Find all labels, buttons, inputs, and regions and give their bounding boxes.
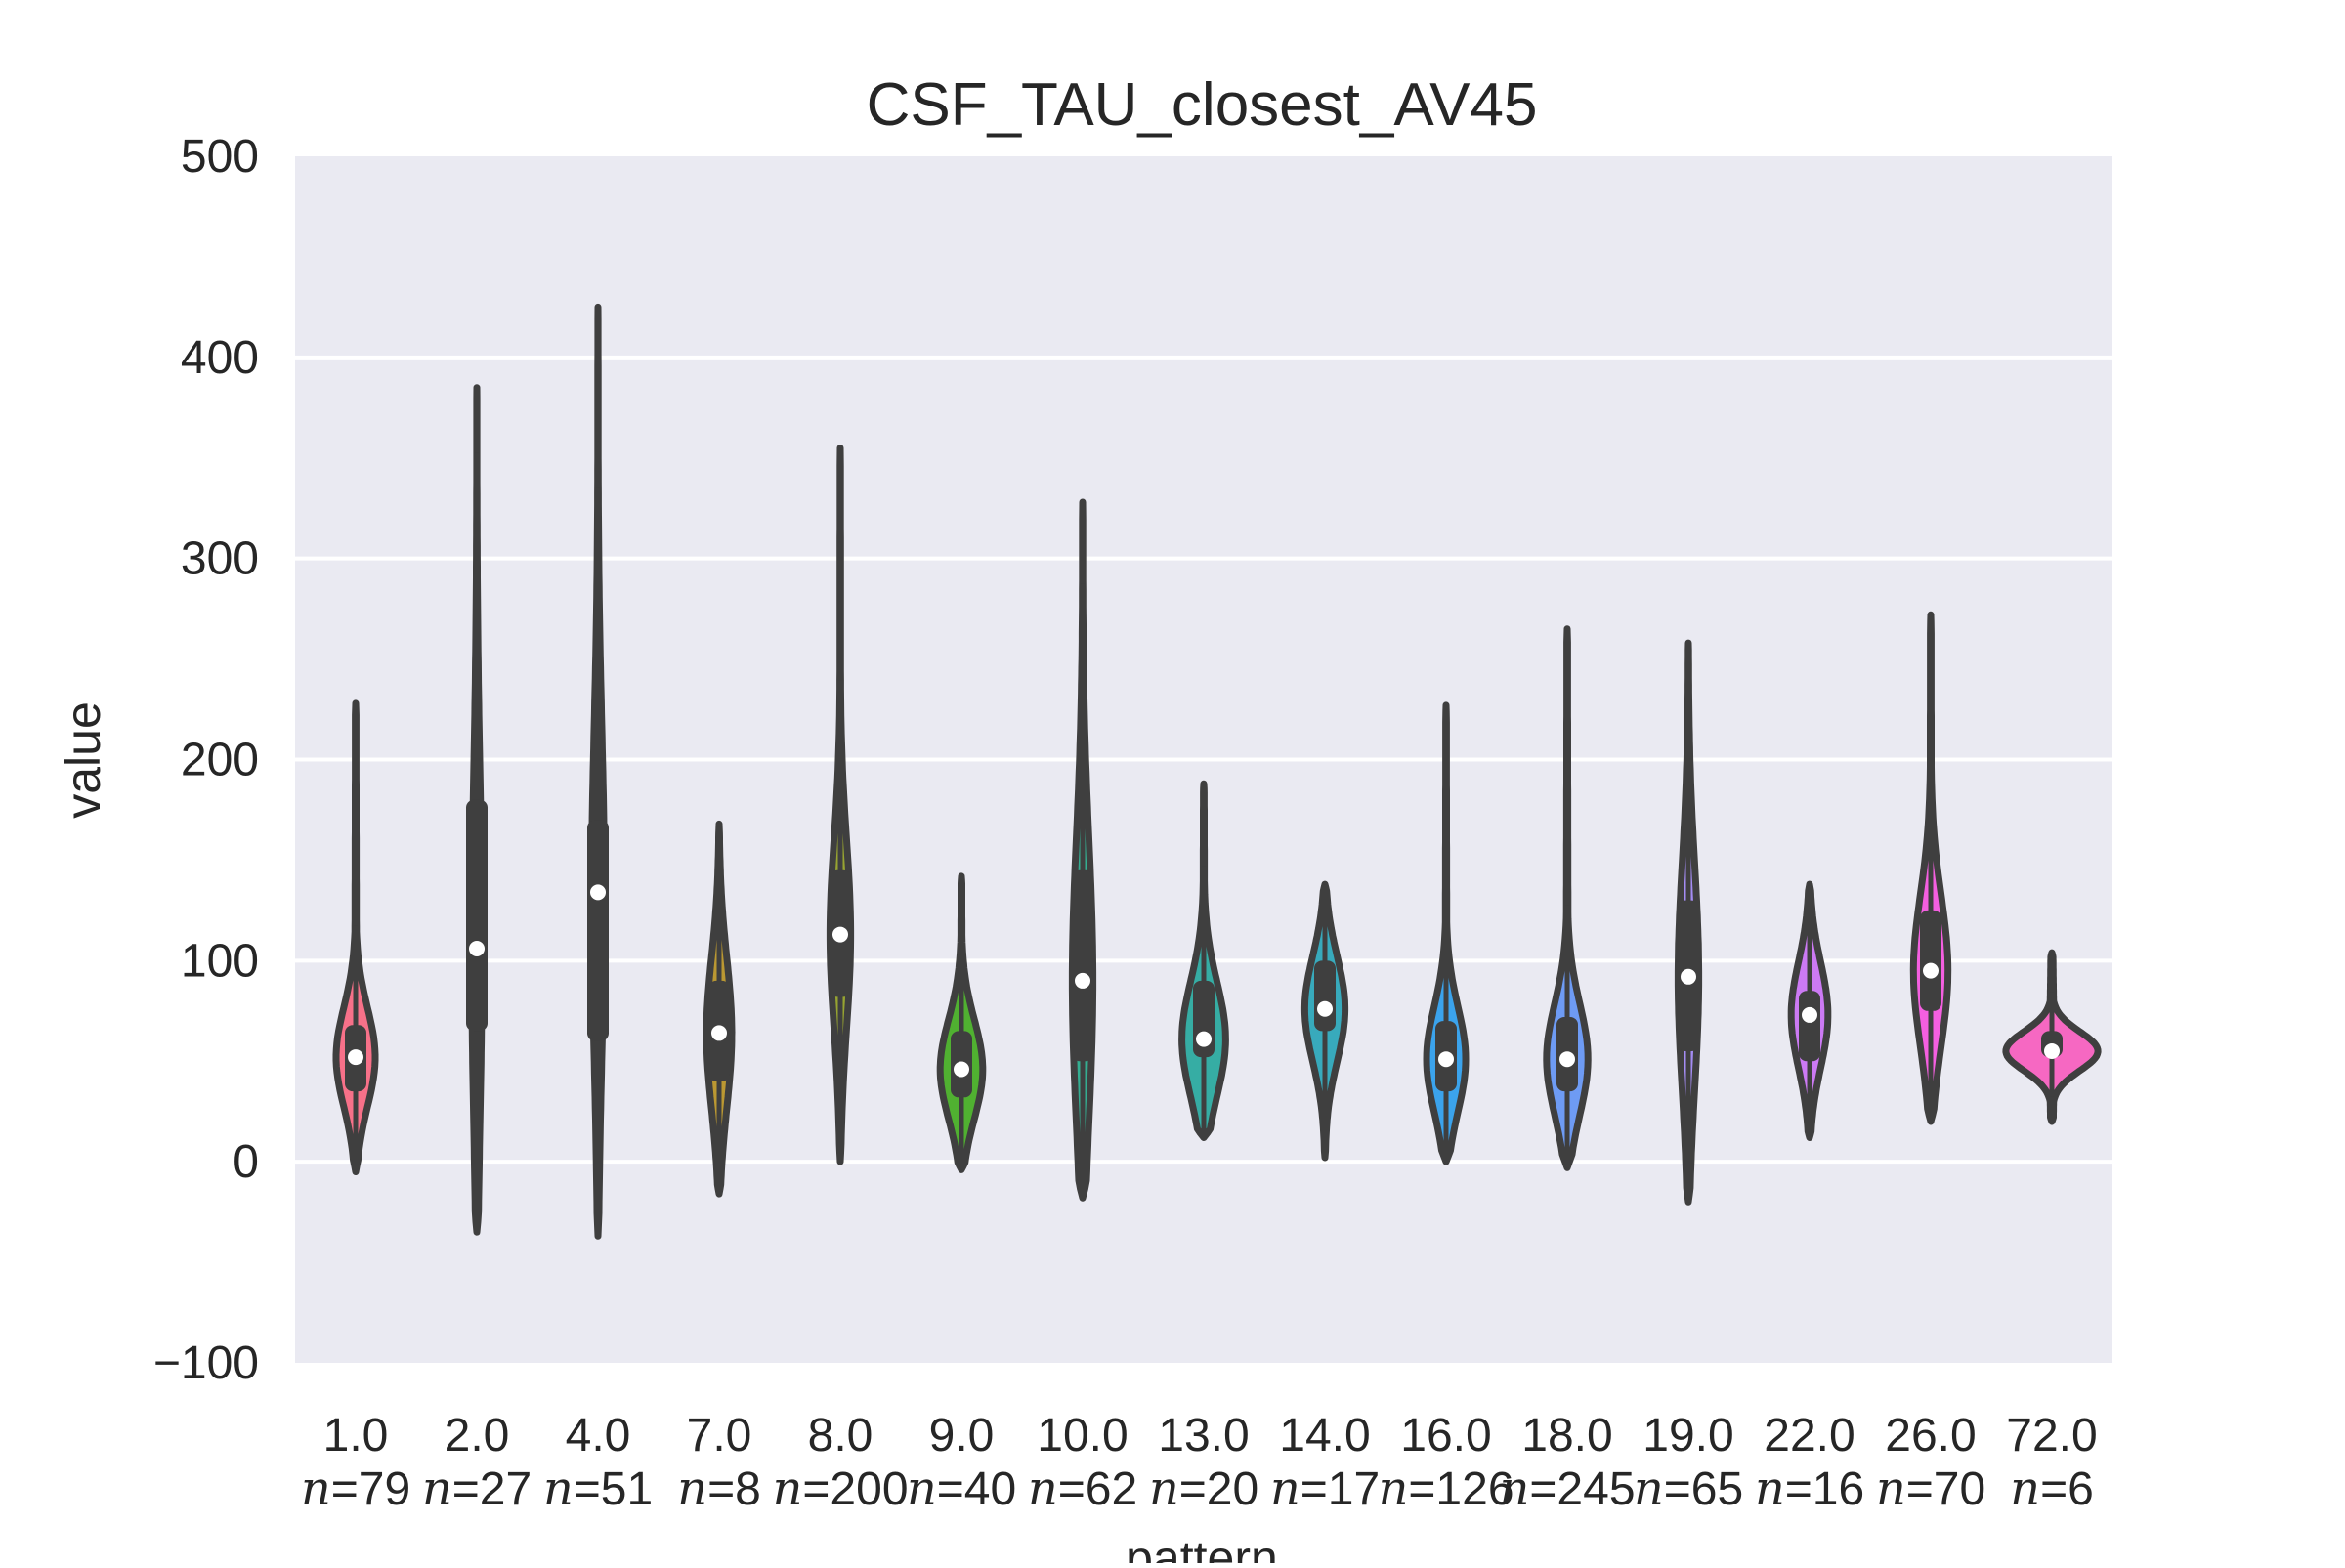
y-tick-label: 500	[181, 131, 259, 183]
median-point	[1075, 972, 1090, 989]
y-axis-label: value	[56, 701, 110, 819]
x-tick-label: 7.0	[687, 1410, 752, 1462]
x-tick-count-label: n=126	[1378, 1462, 1514, 1516]
x-tick-count-label: n=17	[1270, 1462, 1380, 1516]
violin-2.0	[466, 384, 488, 1236]
median-point	[1802, 1006, 1817, 1023]
x-tick-label: 13.0	[1158, 1410, 1249, 1462]
median-point	[1317, 1000, 1333, 1017]
median-point	[1559, 1051, 1575, 1068]
iqr-box	[1920, 910, 1941, 1011]
median-point	[832, 926, 848, 943]
y-tick-label: 400	[181, 332, 259, 384]
violin-9.0	[936, 872, 987, 1173]
y-tick-labels: −100 0 100 200 300 400 500	[153, 131, 259, 1389]
x-tick-label: 10.0	[1037, 1410, 1128, 1462]
median-point	[469, 940, 485, 956]
violin-19.0	[1674, 639, 1703, 1206]
median-point	[1923, 962, 1939, 979]
violin-22.0	[1787, 880, 1832, 1141]
median-point	[954, 1061, 969, 1078]
x-tick-label: 18.0	[1521, 1410, 1612, 1462]
x-tick-count-label: n=200	[772, 1462, 908, 1516]
violins	[332, 303, 2102, 1240]
x-tick-count-label: n=8	[677, 1462, 761, 1516]
x-tick-label: 26.0	[1885, 1410, 1976, 1462]
iqr-box	[466, 799, 488, 1032]
x-tick-labels: 1.0n=792.0n=274.0n=517.0n=88.0n=2009.0n=…	[301, 1410, 2098, 1516]
violin-18.0	[1543, 625, 1592, 1171]
median-point	[1196, 1031, 1212, 1047]
median-point	[348, 1049, 363, 1066]
x-tick-count-label: n=70	[1876, 1462, 1985, 1516]
iqr-box	[587, 820, 609, 1041]
violin-72.0	[2002, 949, 2102, 1125]
x-tick-count-label: n=20	[1149, 1462, 1258, 1516]
iqr-box	[1799, 991, 1820, 1062]
violin-7.0	[703, 820, 736, 1198]
violin-1.0	[332, 699, 379, 1175]
x-tick-count-label: n=6	[2010, 1462, 2094, 1516]
x-axis-label: pattern	[1126, 1531, 1278, 1563]
y-tick-label: −100	[153, 1337, 259, 1389]
violin-14.0	[1300, 880, 1349, 1162]
iqr-box	[1072, 869, 1093, 1062]
x-tick-label: 1.0	[323, 1410, 389, 1462]
x-tick-label: 16.0	[1400, 1410, 1491, 1462]
x-tick-count-label: n=40	[907, 1462, 1016, 1516]
violin-13.0	[1178, 780, 1229, 1141]
y-tick-label: 0	[233, 1136, 259, 1188]
median-point	[1438, 1051, 1454, 1068]
violin-10.0	[1068, 498, 1097, 1202]
chart-title: CSF_TAU_closest_AV45	[867, 71, 1538, 139]
x-tick-label: 9.0	[929, 1410, 995, 1462]
x-tick-count-label: n=79	[301, 1462, 410, 1516]
violin-8.0	[826, 445, 855, 1165]
x-tick-count-label: n=65	[1634, 1462, 1743, 1516]
y-tick-label: 300	[181, 533, 259, 585]
x-tick-label: 72.0	[2006, 1410, 2097, 1462]
x-tick-count-label: n=51	[543, 1462, 653, 1516]
x-tick-label: 4.0	[566, 1410, 631, 1462]
x-tick-count-label: n=245	[1499, 1462, 1635, 1516]
median-point	[711, 1025, 727, 1041]
x-tick-label: 19.0	[1642, 1410, 1733, 1462]
iqr-box	[1314, 960, 1336, 1032]
y-tick-label: 200	[181, 735, 259, 786]
median-point	[590, 884, 606, 901]
x-tick-count-label: n=62	[1028, 1462, 1137, 1516]
violin-26.0	[1909, 611, 1952, 1125]
x-tick-label: 8.0	[808, 1410, 874, 1462]
median-point	[1681, 968, 1696, 985]
x-tick-label: 2.0	[445, 1410, 510, 1462]
y-tick-label: 100	[181, 935, 259, 987]
violin-4.0	[587, 303, 609, 1240]
median-point	[2044, 1042, 2060, 1059]
violin-16.0	[1423, 701, 1470, 1165]
x-tick-count-label: n=27	[422, 1462, 532, 1516]
x-tick-count-label: n=16	[1755, 1462, 1864, 1516]
x-tick-label: 14.0	[1279, 1410, 1370, 1462]
x-tick-label: 22.0	[1764, 1410, 1855, 1462]
